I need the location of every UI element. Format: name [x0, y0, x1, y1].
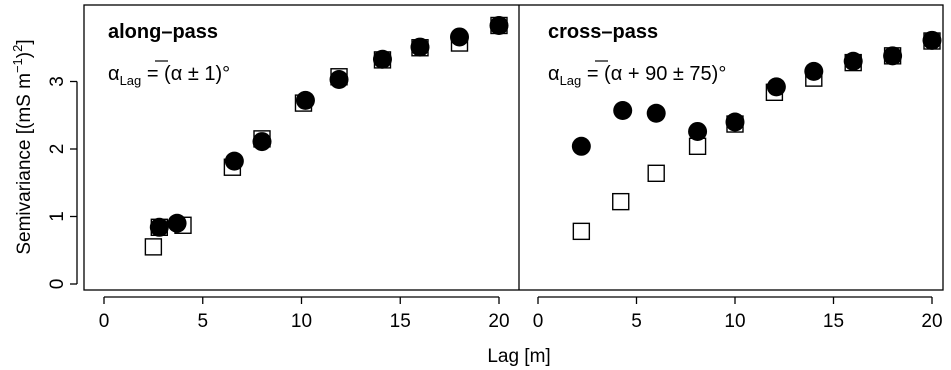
- data-point-circle: [489, 15, 509, 35]
- data-point-circle: [804, 61, 824, 81]
- annotation-cross-pass: αLag = (α + 90 ± 75)°: [548, 60, 726, 88]
- data-point-circle: [571, 136, 591, 156]
- x-axis-title: Lag [m]: [487, 346, 550, 367]
- y-tick-label: 1: [47, 211, 68, 222]
- y-tick-label: 3: [47, 76, 68, 87]
- data-point-circle: [725, 112, 745, 132]
- y-tick-label: 0: [47, 279, 68, 290]
- x-tick-label: 15: [823, 311, 844, 332]
- data-point-circle: [410, 37, 430, 57]
- data-point-circle: [922, 30, 942, 50]
- plot-frame: [83, 4, 944, 291]
- data-point-circle: [450, 27, 469, 47]
- data-point-circle: [646, 103, 666, 123]
- data-point-circle: [688, 121, 708, 141]
- svg-text:αLag = (α ± 1)°: αLag = (α ± 1)°: [108, 63, 230, 88]
- data-point-circle: [224, 151, 244, 171]
- data-point-square: [144, 238, 163, 256]
- data-point-square: [612, 192, 630, 211]
- data-point-square: [647, 164, 665, 183]
- x-tick-label: 5: [631, 311, 642, 332]
- x-tick-label: 5: [197, 311, 208, 332]
- annotation-along-pass: αLag = (α ± 1)°: [108, 60, 230, 88]
- axes: 0 5 10 15 20 0 1 2 3 0 5 10 15 20: [47, 76, 943, 332]
- data-point-circle: [766, 77, 786, 97]
- x-tick-label: 10: [724, 311, 745, 332]
- y-tick-label: 2: [47, 144, 68, 155]
- y-axis-title: Semivariance [(mS m−1)2]: [10, 39, 35, 254]
- data-point-circle: [252, 132, 272, 152]
- data-point-circle: [295, 90, 315, 110]
- x-tick-label: 10: [291, 311, 312, 332]
- data-point-circle: [843, 51, 863, 71]
- x-tick-label: 0: [99, 311, 110, 332]
- data-point-circle: [883, 46, 903, 66]
- svg-text:αLag = (α + 90 ± 75)°: αLag = (α + 90 ± 75)°: [548, 63, 726, 88]
- panel-title-cross-pass: cross–pass: [548, 21, 658, 43]
- data-point-circle: [149, 217, 169, 237]
- x-tick-label: 15: [390, 311, 411, 332]
- data-point-circle: [167, 213, 187, 233]
- data-marks: [144, 15, 942, 256]
- x-tick-label: 0: [533, 311, 544, 332]
- data-point-circle: [372, 49, 392, 69]
- x-tick-label: 20: [921, 311, 942, 332]
- data-point-circle: [613, 101, 633, 121]
- data-point-square: [572, 222, 591, 241]
- x-tick-label: 20: [488, 311, 509, 332]
- panel-title-along-pass: along–pass: [108, 21, 218, 43]
- data-point-circle: [329, 69, 349, 89]
